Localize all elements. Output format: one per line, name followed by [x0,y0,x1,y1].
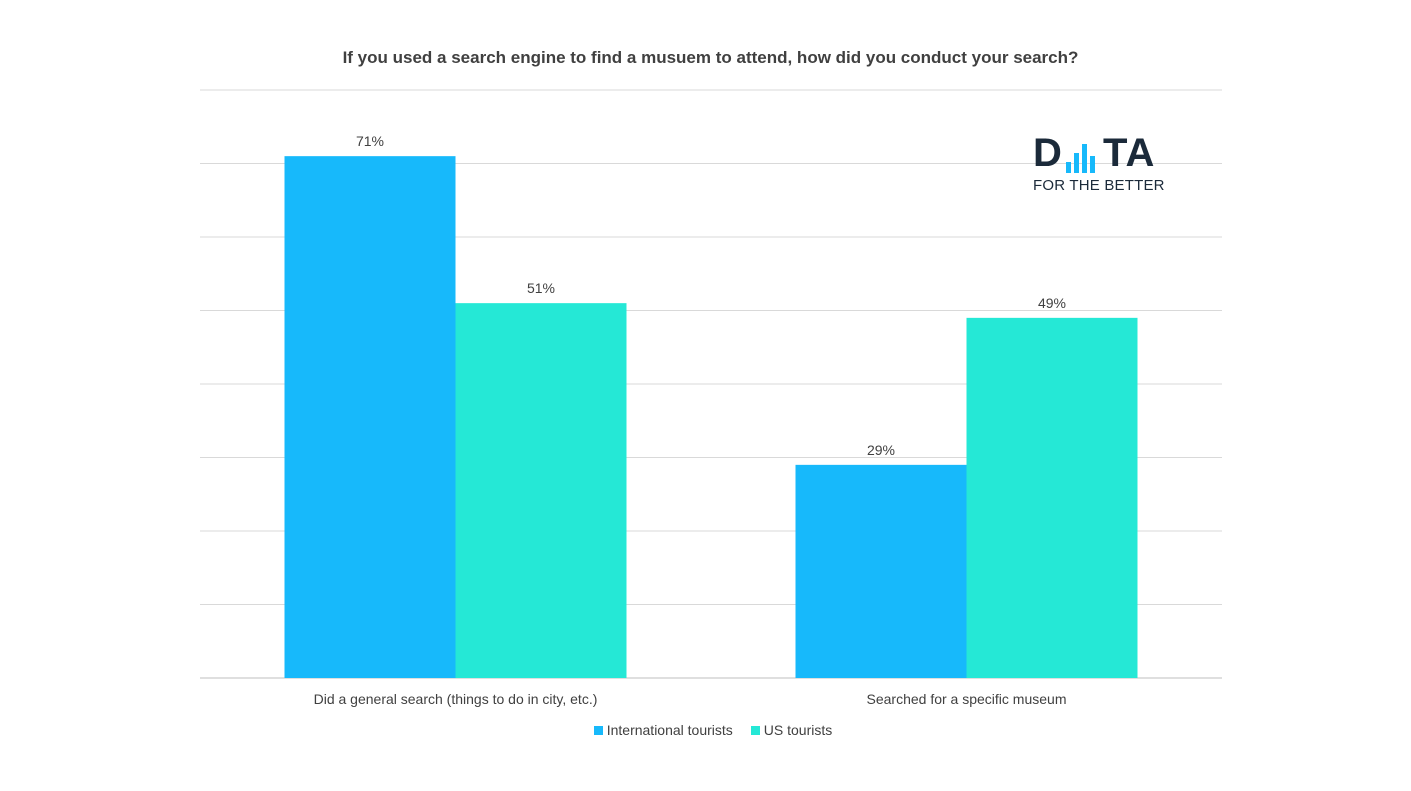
data-labels: 71% 51% 29% 49% [356,133,1066,458]
legend: International tourists US tourists [0,722,1411,738]
data-label: 71% [356,133,384,149]
legend-item: International tourists [593,722,733,738]
legend-swatch [593,725,603,735]
data-label: 29% [867,442,895,458]
bar [966,317,1138,678]
data-for-the-better-logo: D TA FOR THE BETTER [1033,131,1165,197]
legend-label: US tourists [763,722,833,738]
bars [284,156,1138,678]
bar [795,464,967,678]
bar [284,156,456,678]
data-label: 51% [527,280,555,296]
chart-title: If you used a search engine to find a mu… [342,48,1079,67]
logo-letter-d: D [1033,131,1063,175]
bar [455,303,627,678]
logo-bars-icon [1066,144,1095,173]
category-label: Searched for a specific museum [867,691,1067,707]
legend-swatch [750,725,760,735]
logo-subtitle: FOR THE BETTER [1033,177,1165,194]
category-label: Did a general search (things to do in ci… [314,691,598,707]
legend-item: US tourists [750,722,833,738]
logo-letters-ta: TA [1103,131,1156,175]
category-labels: Did a general search (things to do in ci… [314,691,1067,707]
legend-label: International tourists [606,722,733,738]
data-label: 49% [1038,295,1066,311]
